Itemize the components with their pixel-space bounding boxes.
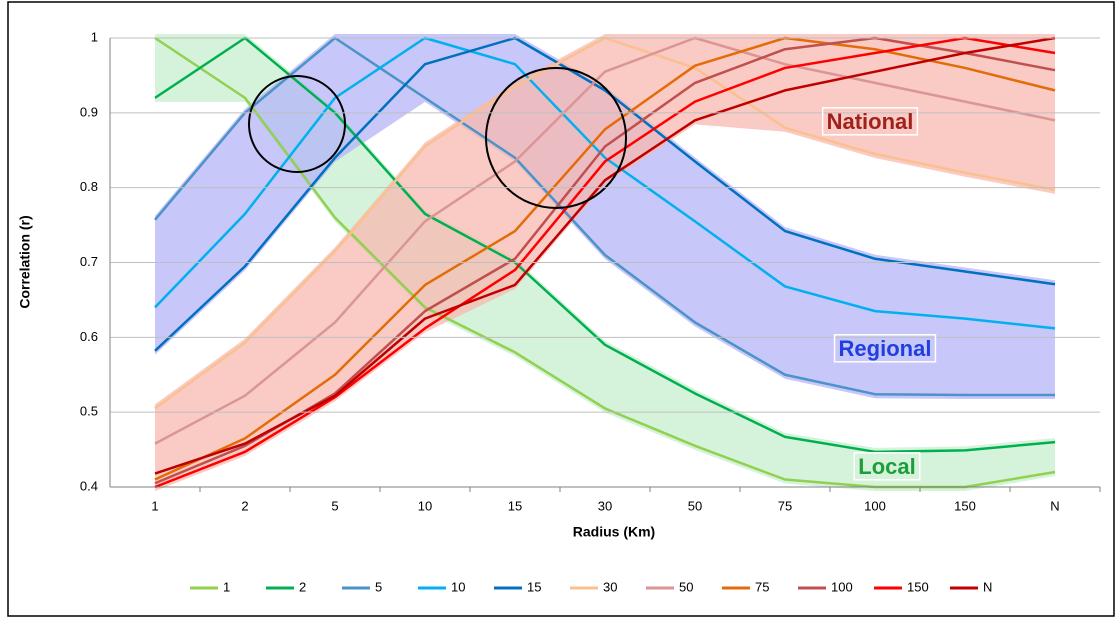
y-tick-label: 0.7 — [80, 254, 98, 269]
band — [155, 34, 1055, 399]
y-tick-label: 0.8 — [80, 179, 98, 194]
legend-label: 30 — [603, 579, 617, 594]
annotation-box — [821, 107, 919, 136]
x-tick-label: 30 — [598, 498, 612, 513]
series-line — [154, 36, 1056, 481]
legend-label: 150 — [907, 579, 929, 594]
legend-label: 75 — [755, 579, 769, 594]
y-tick-label: 0.4 — [80, 478, 98, 493]
annotation: National — [827, 109, 914, 134]
x-tick-label: 1 — [151, 498, 158, 513]
annotation-box — [853, 452, 921, 481]
y-tick-label: 0.9 — [80, 104, 98, 119]
x-tick-label: 15 — [508, 498, 522, 513]
x-tick-label: 10 — [418, 498, 432, 513]
annotation-box — [833, 334, 937, 363]
annotation: Local — [858, 454, 915, 479]
series-line — [154, 36, 1055, 397]
legend-label: N — [983, 579, 992, 594]
y-tick-label: 0.6 — [80, 329, 98, 344]
x-axis-label: Radius (Km) — [573, 524, 655, 540]
legend-label: 100 — [831, 579, 853, 594]
x-tick-label: 50 — [688, 498, 702, 513]
series-line — [154, 36, 1056, 330]
x-tick-label: 2 — [241, 498, 248, 513]
legend-label: 15 — [527, 579, 541, 594]
x-tick-label: 100 — [864, 498, 886, 513]
series-line — [154, 36, 1056, 489]
legend-label: 2 — [299, 579, 306, 594]
series-line — [154, 36, 1056, 454]
band — [155, 34, 1055, 491]
legend-label: 10 — [451, 579, 465, 594]
series-line — [154, 36, 1056, 445]
x-tick-label: 150 — [954, 498, 976, 513]
highlight-circle — [485, 67, 627, 209]
legend-label: 5 — [375, 579, 382, 594]
legend-label: 1 — [223, 579, 230, 594]
y-tick-label: 0.5 — [80, 404, 98, 419]
annotation: Regional — [839, 336, 932, 361]
y-axis-label: Correlation (r) — [17, 215, 33, 308]
x-tick-label: 5 — [331, 498, 338, 513]
highlight-circle — [248, 75, 346, 173]
legend-label: 50 — [679, 579, 693, 594]
x-tick-label: 75 — [778, 498, 792, 513]
x-tick-label: N — [1050, 498, 1059, 513]
y-tick-label: 1 — [91, 29, 98, 44]
